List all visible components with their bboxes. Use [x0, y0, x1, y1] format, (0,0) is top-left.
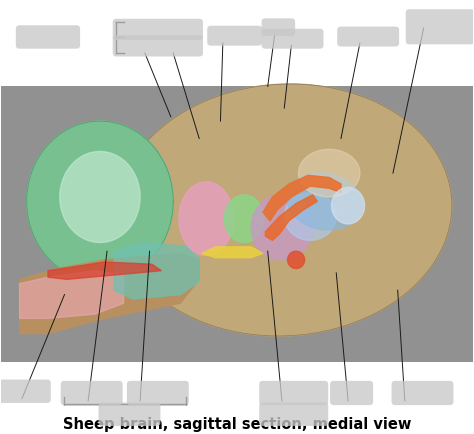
Polygon shape: [331, 188, 365, 224]
FancyBboxPatch shape: [262, 30, 323, 49]
Polygon shape: [179, 182, 234, 256]
Polygon shape: [19, 254, 199, 334]
FancyBboxPatch shape: [330, 381, 373, 405]
FancyBboxPatch shape: [61, 381, 123, 405]
FancyBboxPatch shape: [113, 20, 203, 41]
Polygon shape: [201, 247, 263, 258]
FancyBboxPatch shape: [406, 10, 474, 45]
Polygon shape: [288, 252, 305, 269]
Polygon shape: [27, 122, 173, 282]
FancyBboxPatch shape: [392, 381, 454, 405]
FancyBboxPatch shape: [259, 381, 328, 405]
FancyBboxPatch shape: [207, 26, 262, 46]
FancyBboxPatch shape: [259, 403, 328, 426]
Polygon shape: [284, 193, 336, 241]
Polygon shape: [265, 195, 318, 241]
Polygon shape: [263, 176, 341, 221]
Polygon shape: [224, 195, 264, 243]
Polygon shape: [251, 195, 313, 260]
FancyBboxPatch shape: [113, 36, 203, 57]
Bar: [0, 87, 474, 362]
FancyBboxPatch shape: [16, 26, 80, 49]
Polygon shape: [299, 150, 360, 197]
Polygon shape: [60, 152, 140, 243]
Polygon shape: [117, 85, 452, 336]
Text: Sheep brain, sagittal section, medial view: Sheep brain, sagittal section, medial vi…: [63, 416, 411, 431]
Polygon shape: [287, 173, 362, 230]
Polygon shape: [114, 243, 199, 299]
FancyBboxPatch shape: [99, 403, 160, 426]
Polygon shape: [19, 271, 124, 319]
FancyBboxPatch shape: [127, 381, 189, 405]
FancyBboxPatch shape: [337, 27, 399, 47]
Polygon shape: [48, 263, 161, 280]
FancyBboxPatch shape: [262, 19, 295, 37]
FancyBboxPatch shape: [0, 380, 51, 403]
